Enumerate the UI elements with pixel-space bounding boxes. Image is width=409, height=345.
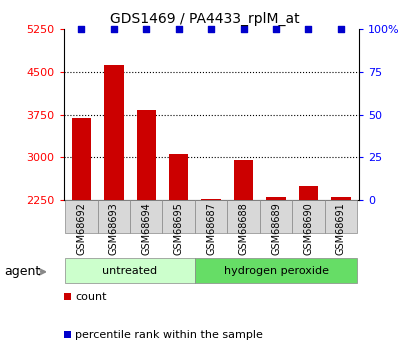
Point (272, 27, 279, 32)
Point (207, 27, 214, 32)
FancyBboxPatch shape (292, 200, 324, 233)
Text: count: count (75, 292, 106, 302)
Bar (266, 197, 285, 200)
Bar (169, 154, 188, 200)
FancyBboxPatch shape (227, 200, 259, 233)
Point (78, 27, 85, 32)
Bar (330, 197, 350, 200)
FancyBboxPatch shape (65, 258, 194, 283)
Point (110, 27, 117, 32)
Point (240, 27, 246, 32)
Bar (298, 186, 317, 200)
Text: untreated: untreated (102, 266, 157, 276)
Text: GSM68695: GSM68695 (173, 202, 183, 255)
Bar (136, 110, 155, 200)
FancyBboxPatch shape (97, 200, 130, 233)
Text: percentile rank within the sample: percentile rank within the sample (75, 330, 262, 339)
Text: GSM68692: GSM68692 (76, 202, 86, 255)
Bar (233, 160, 253, 200)
Text: GSM68694: GSM68694 (141, 202, 151, 255)
Text: GSM68688: GSM68688 (238, 202, 248, 255)
Text: hydrogen peroxide: hydrogen peroxide (223, 266, 328, 276)
FancyBboxPatch shape (65, 200, 97, 233)
Text: GSM68687: GSM68687 (206, 202, 216, 255)
Text: GSM68693: GSM68693 (108, 202, 119, 255)
Bar (201, 199, 220, 200)
Text: agent: agent (4, 265, 40, 278)
Text: GSM68691: GSM68691 (335, 202, 345, 255)
Bar (104, 65, 123, 200)
Bar (72, 118, 91, 200)
Point (175, 27, 182, 32)
FancyBboxPatch shape (130, 200, 162, 233)
Text: GSM68689: GSM68689 (270, 202, 280, 255)
FancyBboxPatch shape (162, 200, 194, 233)
FancyBboxPatch shape (259, 200, 292, 233)
Point (337, 27, 343, 32)
FancyBboxPatch shape (324, 200, 356, 233)
FancyBboxPatch shape (194, 200, 227, 233)
Point (143, 27, 149, 32)
Text: GDS1469 / PA4433_rplM_at: GDS1469 / PA4433_rplM_at (110, 12, 299, 26)
Point (304, 27, 311, 32)
Text: GSM68690: GSM68690 (303, 202, 313, 255)
FancyBboxPatch shape (194, 258, 356, 283)
